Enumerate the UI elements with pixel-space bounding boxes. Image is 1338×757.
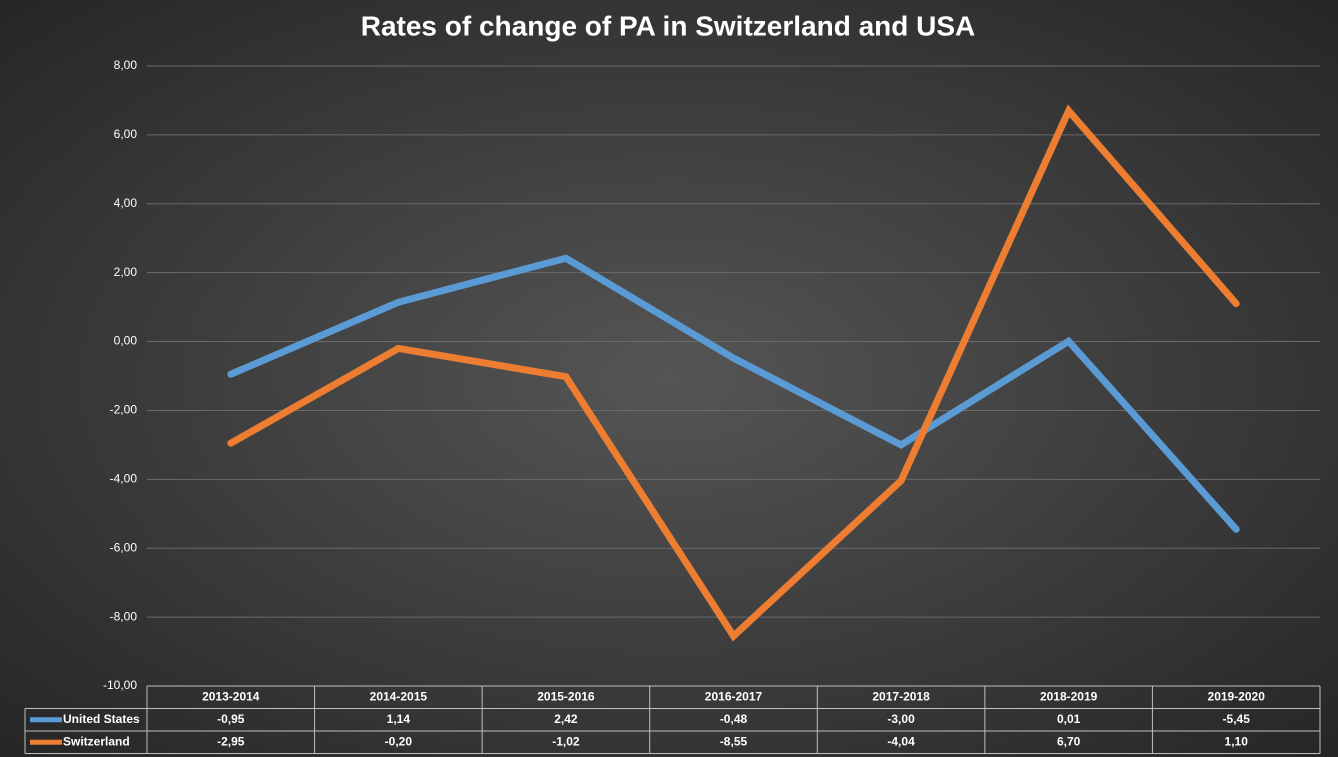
y-tick-label: 2,00 [114,265,138,279]
table-value: 0,01 [1057,712,1081,726]
series-line [227,254,1240,533]
y-tick-label: 4,00 [114,196,138,210]
x-tick-label: 2015-2016 [537,689,595,703]
y-tick-label: -10,00 [103,678,137,692]
y-tick-label: 6,00 [114,127,138,141]
table-value: -5,45 [1223,712,1251,726]
x-tick-label: 2019-2020 [1208,689,1266,703]
table-value: -3,00 [887,712,915,726]
y-tick-label: -4,00 [110,472,138,486]
x-tick-label: 2017-2018 [872,689,930,703]
chart-title: Rates of change of PA in Switzerland and… [361,10,976,41]
y-tick-label: 0,00 [114,334,138,348]
table-value: -4,04 [887,734,915,748]
table-value: -0,48 [720,712,748,726]
y-tick-label: -6,00 [110,540,138,554]
x-tick-label: 2016-2017 [705,689,763,703]
legend-label: United States [63,712,140,726]
series-line [227,104,1240,642]
table-value: -8,55 [720,734,748,748]
table-value: -0,95 [217,712,245,726]
table-value: -1,02 [552,734,580,748]
x-tick-label: 2014-2015 [370,689,428,703]
legend-label: Switzerland [63,734,130,748]
y-tick-label: -8,00 [110,609,138,623]
x-tick-label: 2018-2019 [1040,689,1098,703]
table-value: 6,70 [1057,734,1081,748]
table-value: -2,95 [217,734,245,748]
table-value: 1,14 [387,712,411,726]
y-tick-label: 8,00 [114,58,138,72]
table-value: 2,42 [554,712,578,726]
table-value: 1,10 [1225,734,1249,748]
table-value: -0,20 [385,734,413,748]
x-tick-label: 2013-2014 [202,689,260,703]
y-tick-label: -2,00 [110,403,138,417]
